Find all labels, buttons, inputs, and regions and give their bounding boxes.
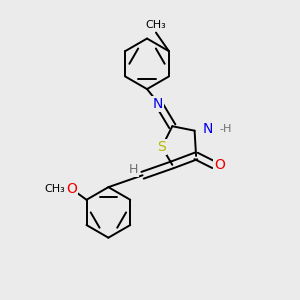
- Text: N: N: [152, 97, 163, 111]
- Text: S: S: [158, 140, 166, 154]
- Text: -H: -H: [219, 124, 231, 134]
- Text: O: O: [66, 182, 77, 196]
- Text: O: O: [214, 158, 225, 172]
- Text: CH₃: CH₃: [146, 20, 166, 30]
- Text: CH₃: CH₃: [44, 184, 65, 194]
- Text: N: N: [203, 122, 213, 136]
- Text: H: H: [129, 164, 138, 176]
